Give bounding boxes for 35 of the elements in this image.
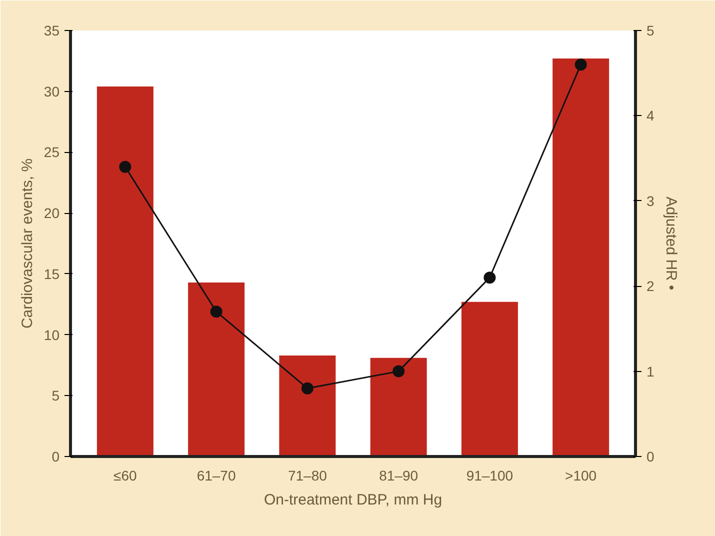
point [392,365,405,378]
y2-tick-label: 3 [646,192,654,209]
point [574,58,587,71]
y2-tick-label: 2 [646,278,654,294]
y2-tick-label: 1 [646,363,654,380]
x-tick-label: ≤60 [114,468,138,484]
bar [279,355,336,456]
y-tick-label: 0 [52,448,60,464]
bar [188,282,245,456]
y-tick-label: 5 [52,388,60,404]
x-tick-label: 71–80 [288,468,328,484]
y-axis-title: Cardiovascular events, % [18,158,36,329]
y-tick-label: 10 [44,326,60,343]
y2-axis-title: Adjusted HR • [662,196,680,290]
bar [370,358,427,456]
y2-tick-label: 5 [646,22,654,38]
x-tick-label: 81–90 [379,468,418,484]
y-tick-label: 30 [44,83,60,100]
bar [96,86,154,456]
y2-tick-label: 0 [646,448,654,464]
point [119,160,132,173]
point [484,272,496,284]
y2-tick-label: 4 [646,108,654,124]
y-tick-label: 20 [44,205,60,222]
point [210,306,222,318]
y-tick-label: 25 [44,144,60,160]
point [301,382,314,394]
bar [552,58,610,456]
x-tick-label: >100 [565,468,597,484]
x-tick-label: 61–70 [196,468,236,484]
y-tick-label: 15 [44,266,60,282]
y-tick-label: 35 [44,22,60,38]
x-axis-title: On-treatment DBP, mm Hg [264,492,442,508]
x-tick-label: 91–100 [466,468,514,484]
bar [461,302,518,456]
